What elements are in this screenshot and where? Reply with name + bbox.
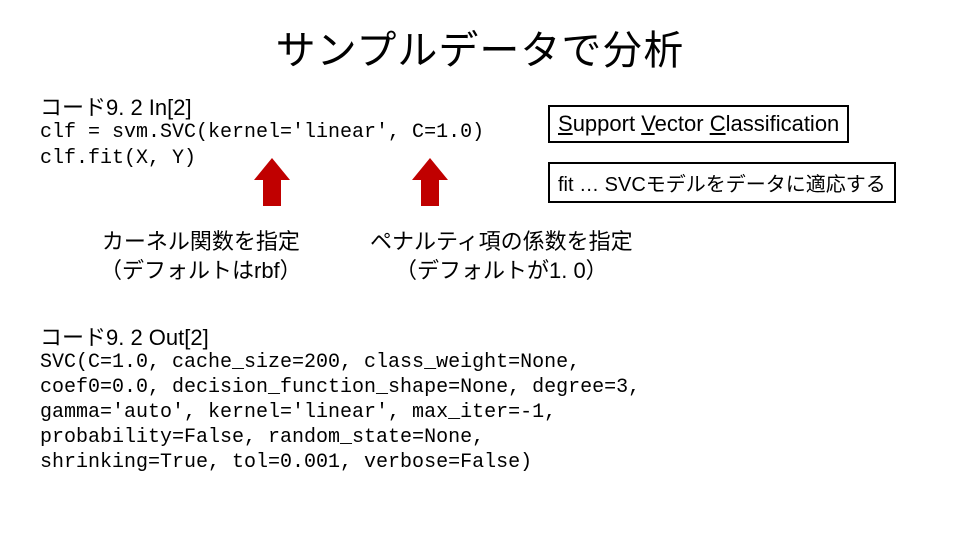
svc-v: V: [641, 111, 654, 136]
code-in-line2: clf.fit(X, Y): [40, 147, 196, 170]
kernel-annotation: カーネル関数を指定 （デフォルトはrbf）: [100, 228, 302, 285]
svc-upport: upport: [573, 111, 642, 136]
penalty-line1: ペナルティ項の係数を指定: [370, 228, 633, 257]
svc-s: S: [558, 111, 573, 136]
kernel-line1: カーネル関数を指定: [100, 228, 302, 257]
penalty-line2: （デフォルトが1. 0）: [370, 257, 633, 286]
svc-ector: ector: [655, 111, 710, 136]
code-in-label: コード9. 2 In[2]: [40, 90, 192, 122]
code-out-label: コード9. 2 Out[2]: [40, 320, 209, 352]
penalty-annotation: ペナルティ項の係数を指定 （デフォルトが1. 0）: [370, 228, 633, 285]
page-title: サンプルデータで分析: [0, 0, 960, 76]
code-out-block: SVC(C=1.0, cache_size=200, class_weight=…: [40, 350, 640, 475]
fit-description-box: fit … SVCモデルをデータに適応する: [548, 162, 896, 203]
kernel-line2: （デフォルトはrbf）: [100, 257, 302, 286]
svc-c: C: [710, 111, 726, 136]
svc-lass: lassification: [726, 111, 840, 136]
code-in-line1: clf = svm.SVC(kernel='linear', C=1.0): [40, 121, 484, 144]
svc-definition-box: Support Vector Classification: [548, 105, 849, 143]
